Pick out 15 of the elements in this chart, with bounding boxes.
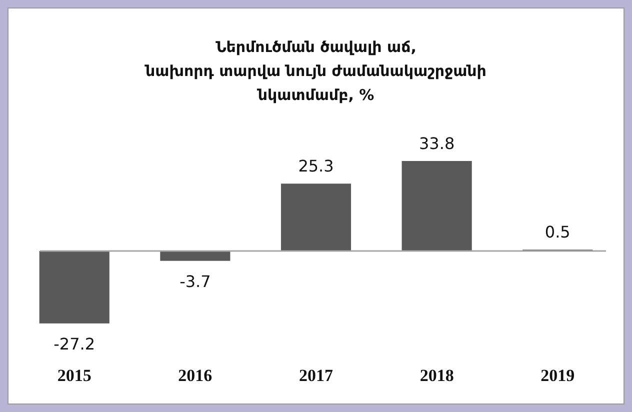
- x-tick-label: 2015: [57, 366, 92, 385]
- x-tick-label: 2018: [420, 366, 454, 385]
- bar: [402, 161, 472, 251]
- x-tick-label: 2016: [178, 366, 212, 385]
- data-label: 0.5: [544, 222, 570, 242]
- bar: [280, 184, 352, 251]
- data-label: -27.2: [54, 334, 96, 354]
- bar: [39, 251, 110, 324]
- x-tick-label: 2019: [540, 366, 575, 385]
- bar: [160, 251, 230, 261]
- data-label: 25.3: [298, 156, 334, 176]
- data-label: -3.7: [180, 272, 211, 291]
- data-label: 33.8: [419, 134, 455, 153]
- chart-title: Ներմուծման ծավալի աճ, նախորդ տարվա նույն ժամանակաշրջանի նկատմամբ, %: [144, 38, 486, 104]
- x-tick-label: 2017: [299, 366, 334, 385]
